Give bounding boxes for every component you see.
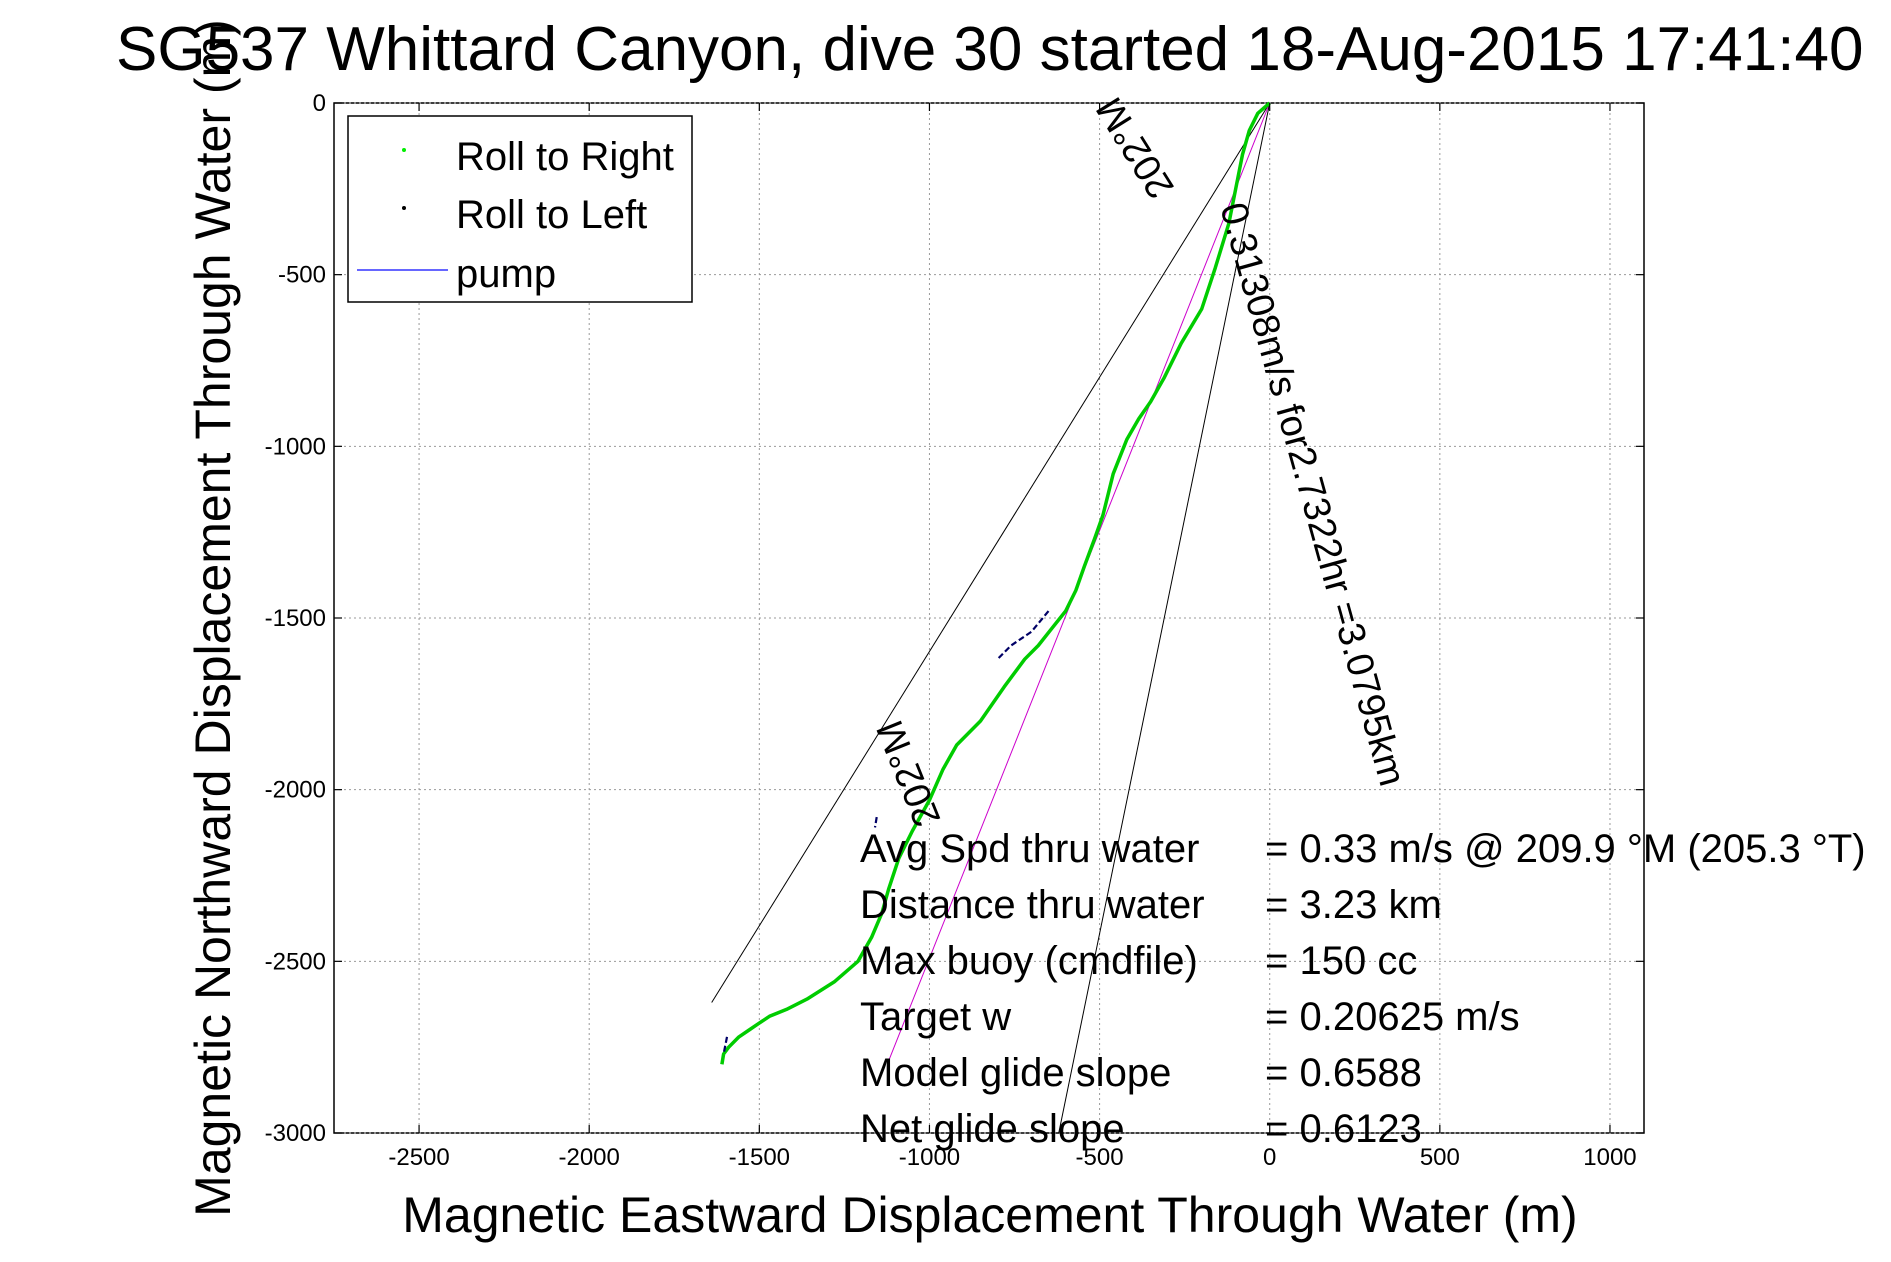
chart-title: SG537 Whittard Canyon, dive 30 started 1…: [116, 15, 1863, 84]
stat-label: Max buoy (cmdfile): [860, 939, 1198, 983]
x-tick-label: -2500: [388, 1144, 449, 1171]
stat-value: = 0.6588: [1265, 1051, 1422, 1095]
stat-label: Target w: [860, 995, 1011, 1039]
y-tick-label: -1500: [265, 605, 326, 632]
x-tick-label: 0: [1263, 1144, 1276, 1171]
y-axis-label: Magnetic Northward Displacement Through …: [185, 19, 241, 1217]
stat-label: Model glide slope: [860, 1051, 1171, 1095]
y-tick-label: -2000: [265, 777, 326, 804]
y-tick-label: -1000: [265, 433, 326, 460]
y-tick-label: -500: [278, 262, 326, 289]
series-line-roll-left: [996, 610, 1050, 660]
stat-value: = 0.33 m/s @ 209.9 °M (205.3 °T): [1265, 827, 1866, 871]
x-tick-label: -1000: [899, 1144, 960, 1171]
x-axis-label: Magnetic Eastward Displacement Through W…: [402, 1187, 1577, 1243]
series-line-roll-right: [720, 101, 1271, 1065]
legend-label-pump: pump: [456, 252, 556, 296]
x-tick-label: -1500: [729, 1144, 790, 1171]
stat-label: Avg Spd thru water: [860, 827, 1199, 871]
grid: [334, 102, 1644, 1134]
x-tick-label: -2000: [558, 1144, 619, 1171]
y-tick-label: -3000: [265, 1120, 326, 1147]
ticks: -2500 -2000 -1500 -1000 -500 0 500 1000 0 -500 -10…: [265, 90, 1644, 1171]
legend-marker-roll-right: [402, 148, 406, 152]
stat-value: = 0.20625 m/s: [1265, 995, 1520, 1039]
stats-block: Avg Spd thru water = 0.33 m/s @ 209.9 °M…: [860, 827, 1866, 1151]
stat-value: = 150 cc: [1265, 939, 1417, 983]
stat-value: = 3.23 km: [1265, 883, 1442, 927]
series-layer: [720, 101, 1271, 1065]
heading-line: [711, 102, 1271, 1003]
stat-value: = 0.6123: [1265, 1107, 1422, 1151]
stat-label: Net glide slope: [860, 1107, 1125, 1151]
x-tick-label: 500: [1420, 1144, 1460, 1171]
legend-marker-roll-left: [402, 206, 406, 210]
legend: Roll to Right Roll to Left pump: [347, 115, 693, 303]
series-line-roll-left: [873, 816, 878, 828]
heading-line: [1058, 102, 1271, 1134]
legend-label-roll-left: Roll to Left: [456, 193, 647, 237]
y-tick-label: 0: [313, 90, 326, 117]
x-tick-label: -500: [1076, 1144, 1124, 1171]
y-tick-label: -2500: [265, 948, 326, 975]
x-tick-label: 1000: [1583, 1144, 1636, 1171]
stat-label: Distance thru water: [860, 883, 1205, 927]
series-line-roll-left: [722, 1036, 729, 1055]
legend-label-roll-right: Roll to Right: [456, 135, 674, 179]
